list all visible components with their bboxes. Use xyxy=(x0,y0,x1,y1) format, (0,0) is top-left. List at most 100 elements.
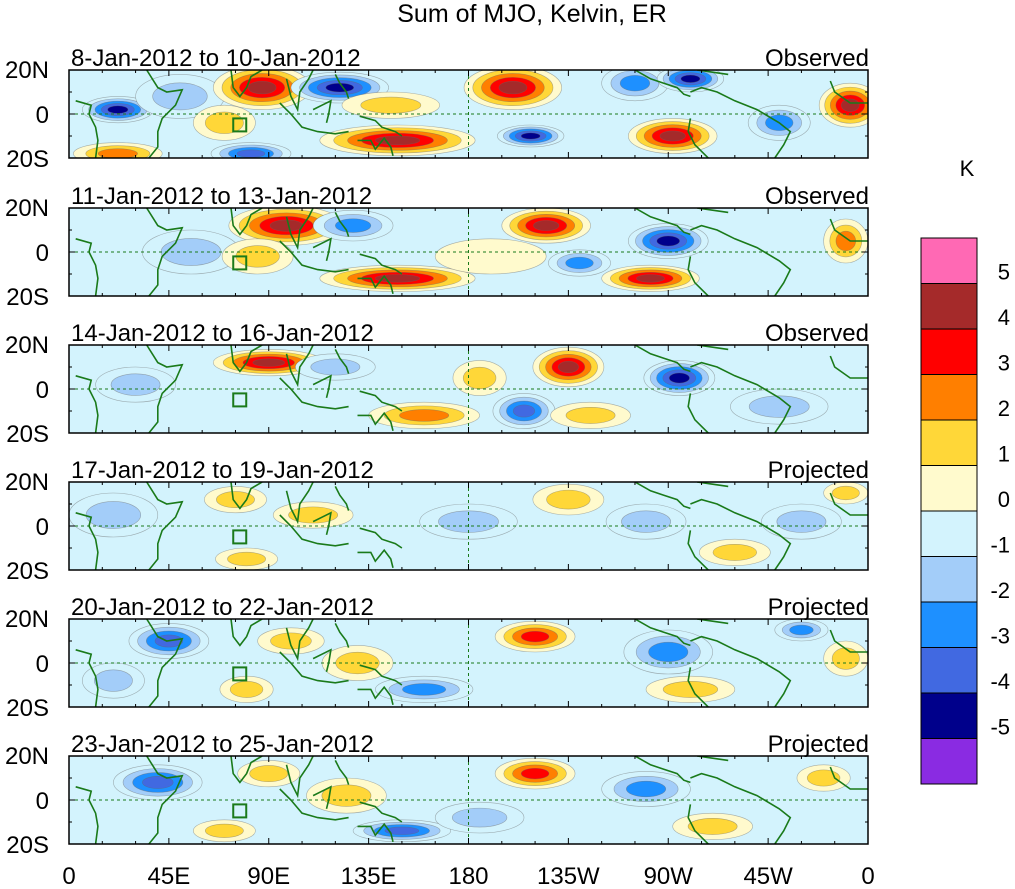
coastline xyxy=(279,377,349,410)
x-tick-label: 90W xyxy=(644,863,694,889)
colorbar-swatch xyxy=(920,692,978,739)
anomaly-blob xyxy=(627,118,718,154)
colorbar-label: -1 xyxy=(990,533,1010,558)
coastline xyxy=(359,390,403,412)
coastline xyxy=(687,118,709,158)
coastline xyxy=(687,393,709,433)
anomaly-contour xyxy=(142,775,174,789)
coastline xyxy=(359,253,403,275)
coastline xyxy=(687,667,709,707)
anomaly-blob xyxy=(627,223,709,259)
anomaly-blob xyxy=(319,124,476,157)
coastline xyxy=(285,482,314,525)
coastlines xyxy=(75,482,868,570)
colorbar-swatch xyxy=(920,237,978,284)
coastline xyxy=(279,788,349,821)
anomaly-contour xyxy=(269,219,304,232)
panel-3: 20N 0 20S 14-Jan-2012 to 16-Jan-2012 Observe… xyxy=(5,320,869,448)
anomaly-blob xyxy=(761,503,842,540)
colorbar-label: 2 xyxy=(998,396,1010,421)
x-tick-label: 0 xyxy=(62,863,75,889)
coastline xyxy=(359,664,403,686)
coastline xyxy=(634,208,691,236)
panel-period: 20-Jan-2012 to 22-Jan-2012 xyxy=(71,594,374,621)
anomaly-blob xyxy=(601,264,700,292)
anomaly-contour xyxy=(636,274,665,283)
anomaly-contour xyxy=(806,769,841,787)
anomaly-contour xyxy=(520,132,541,140)
anomaly-contour xyxy=(252,358,285,367)
anomaly-contour xyxy=(659,130,686,142)
anomaly-blob xyxy=(419,503,518,540)
anomaly-blob xyxy=(374,675,474,703)
panel-period: 17-Jan-2012 to 19-Jan-2012 xyxy=(71,457,374,484)
coastline xyxy=(829,766,868,790)
region-box xyxy=(232,255,248,271)
panel-period: 23-Jan-2012 to 25-Jan-2012 xyxy=(71,731,374,758)
anomaly-contour xyxy=(310,358,361,376)
colorbar-label: 0 xyxy=(998,487,1010,512)
colorbar-swatch xyxy=(920,419,978,466)
coastline xyxy=(634,482,691,510)
coastline xyxy=(146,619,184,707)
coastline xyxy=(334,74,350,99)
x-tick-label: 45W xyxy=(743,863,793,889)
y-tick-label: 0 xyxy=(36,788,49,815)
coastline xyxy=(285,756,314,799)
coastline xyxy=(75,100,99,158)
anomaly-blob xyxy=(215,547,278,570)
anomaly-contour xyxy=(93,669,133,692)
anomaly-contour xyxy=(520,767,550,780)
coastline xyxy=(690,224,792,296)
anomaly-contour xyxy=(236,149,266,158)
anomaly-contour xyxy=(748,395,810,418)
coastline xyxy=(279,514,349,547)
y-tick-label: 20N xyxy=(5,743,49,770)
x-tick-label: 135E xyxy=(341,863,397,889)
anomaly-contour xyxy=(841,98,860,112)
anomaly-blob xyxy=(497,124,565,148)
y-tick-label: 20S xyxy=(6,421,49,448)
coastline xyxy=(146,208,184,296)
y-tick-label: 20N xyxy=(5,332,49,359)
coastline xyxy=(230,208,263,236)
coastline xyxy=(75,375,99,433)
colorbar-label: 5 xyxy=(998,260,1010,285)
coastline xyxy=(634,619,691,647)
anomaly-contour xyxy=(451,807,508,828)
x-tick-label: 135W xyxy=(537,863,600,889)
coastline xyxy=(334,486,350,511)
anomaly-contour xyxy=(288,506,339,524)
anomaly-contour xyxy=(249,765,289,783)
anomaly-contour xyxy=(384,826,420,835)
coastline xyxy=(75,238,99,296)
anomaly-contour xyxy=(434,238,547,275)
anomaly-contour xyxy=(402,683,447,696)
coastline xyxy=(690,772,792,844)
coastline xyxy=(75,786,99,844)
panel-6: 20N 0 20S 23-Jan-2012 to 25-Jan-2012 Project… xyxy=(5,731,869,859)
anomaly-contour xyxy=(789,624,814,636)
anomaly-blob xyxy=(532,346,605,388)
anomaly-contour xyxy=(374,135,420,146)
coastline xyxy=(634,345,691,373)
panel-4: 20N 0 20S 17-Jan-2012 to 19-Jan-2012 Project… xyxy=(5,457,869,585)
colorbar-swatch xyxy=(920,510,978,557)
coastline xyxy=(230,619,263,647)
anomaly-blob xyxy=(643,360,716,396)
panel-2: 20N 0 20S 11-Jan-2012 to 13-Jan-2012 Observe… xyxy=(5,183,869,311)
region-box xyxy=(232,666,248,682)
anomaly-blob xyxy=(672,812,753,840)
y-tick-label: 0 xyxy=(36,651,49,678)
coastline xyxy=(687,804,709,844)
anomaly-blob xyxy=(295,353,376,381)
anomaly-contour xyxy=(619,75,651,92)
colorbar-units: K xyxy=(960,156,975,181)
coastline xyxy=(359,115,403,137)
coastline xyxy=(829,218,868,242)
colorbar-swatch xyxy=(920,465,978,512)
anomaly-contour xyxy=(216,491,255,509)
coastline xyxy=(285,619,314,662)
y-tick-label: 20S xyxy=(6,695,49,722)
coastline xyxy=(359,801,403,823)
